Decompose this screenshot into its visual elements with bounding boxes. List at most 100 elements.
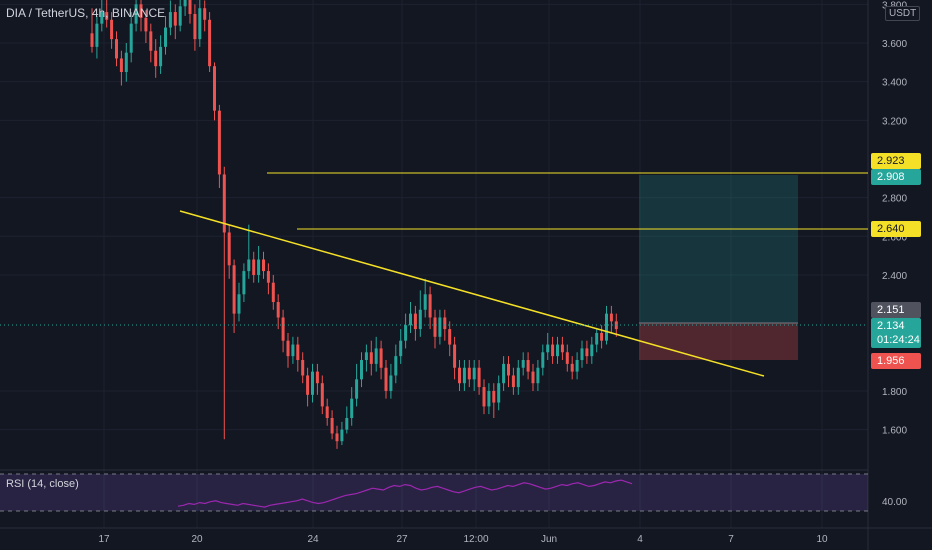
candle-body — [384, 367, 388, 391]
candle-body — [438, 317, 442, 337]
candle-body — [600, 332, 604, 341]
long-position-loss-zone — [639, 323, 798, 360]
candle-body — [585, 348, 589, 357]
candle-body — [590, 344, 594, 357]
entry-price-badge: 2.151 — [871, 302, 921, 318]
candle-body — [325, 406, 329, 419]
price-tick-label: 3.800 — [882, 0, 907, 11]
time-tick-label: 4 — [637, 534, 643, 545]
candle-body — [149, 31, 153, 51]
price-tick-label: 3.400 — [882, 78, 907, 89]
candle-body — [409, 313, 412, 326]
trendline — [179, 210, 765, 377]
candle-body — [443, 317, 447, 330]
candle-body — [168, 12, 172, 28]
candle-body — [531, 371, 535, 384]
candle-body — [364, 352, 368, 361]
candle-body — [399, 340, 403, 357]
candle-body — [110, 19, 114, 40]
candle-body — [374, 348, 378, 364]
candle-body — [237, 294, 241, 314]
time-tick-label: 20 — [191, 534, 203, 545]
price-tick-label: 3.600 — [882, 39, 907, 50]
candle-body — [335, 433, 339, 442]
candle-body — [580, 348, 584, 361]
candle-body — [115, 39, 118, 59]
candle-body — [526, 360, 530, 372]
time-tick-label: 27 — [396, 534, 408, 545]
price-tick-label: 3.200 — [882, 116, 907, 127]
candle-body — [247, 259, 251, 272]
time-tick-label: Jun — [541, 534, 557, 545]
candle-body — [124, 52, 128, 72]
candle-body — [477, 367, 481, 388]
candle-body — [605, 313, 608, 341]
candle-body — [404, 325, 408, 341]
candle-body — [183, 0, 187, 7]
candle-body — [217, 110, 221, 175]
candle-body — [462, 367, 466, 384]
candle-body — [159, 46, 163, 67]
candle-body — [565, 352, 569, 364]
candle-body — [595, 332, 599, 345]
candle-body — [536, 367, 540, 384]
candle-body — [472, 367, 476, 380]
candle-body — [178, 6, 182, 26]
price-tick-label: 2.800 — [882, 194, 907, 205]
candle-body — [222, 174, 226, 233]
candle-body — [541, 352, 545, 368]
time-tick-label: 10 — [816, 534, 828, 545]
time-tick-label: 12:00 — [463, 534, 488, 545]
candle-body — [453, 344, 457, 368]
candle-body — [379, 348, 383, 368]
candle-body — [286, 340, 290, 357]
candle-body — [242, 271, 246, 295]
candle-body — [193, 14, 197, 40]
candle-body — [315, 371, 319, 384]
upper-line-price-badge: 2.923 — [871, 153, 921, 169]
candle-body — [369, 352, 373, 364]
candle-body — [575, 360, 579, 372]
rsi-indicator-label[interactable]: RSI (14, close) — [6, 478, 79, 490]
candle-body — [507, 363, 510, 376]
last-price-value: 2.134 — [877, 320, 905, 332]
candle-body — [482, 387, 486, 407]
candle-body — [556, 344, 559, 357]
candle-body — [311, 371, 314, 395]
stop-price-badge: 1.956 — [871, 353, 921, 369]
candle-body — [301, 360, 305, 376]
candle-body — [320, 383, 324, 407]
candle-body — [276, 302, 280, 318]
candle-body — [119, 58, 123, 72]
candle-body — [100, 12, 104, 24]
candle-body — [497, 383, 501, 403]
candle-body — [360, 360, 363, 380]
candle-body — [262, 259, 265, 272]
candle-body — [90, 33, 94, 47]
candle-body — [257, 259, 261, 275]
candle-body — [560, 344, 564, 353]
symbol-title[interactable]: DIA / TetherUS, 4h, BINANCE — [6, 6, 166, 20]
time-tick-label: 7 — [728, 534, 734, 545]
last-price-badge: 2.134 01:24:24 — [871, 318, 921, 348]
target-price-badge: 2.908 — [871, 169, 921, 185]
candle-body — [345, 418, 349, 430]
candle-body — [467, 367, 471, 380]
candle-body — [291, 344, 295, 357]
candle-body — [173, 12, 177, 26]
candle-body — [281, 317, 285, 341]
candle-body — [154, 50, 158, 67]
candle-body — [389, 375, 393, 391]
candle-body — [609, 313, 613, 322]
currency-unit[interactable]: USDT — [885, 6, 921, 21]
candle-body — [139, 4, 143, 18]
candle-body — [413, 313, 417, 330]
candle-body — [350, 398, 354, 419]
candle-body — [213, 66, 216, 111]
candle-body — [340, 429, 344, 442]
candle-body — [271, 282, 275, 303]
candle-countdown: 01:24:24 — [877, 334, 920, 346]
candle-body — [164, 27, 167, 47]
candle-body — [418, 309, 422, 330]
